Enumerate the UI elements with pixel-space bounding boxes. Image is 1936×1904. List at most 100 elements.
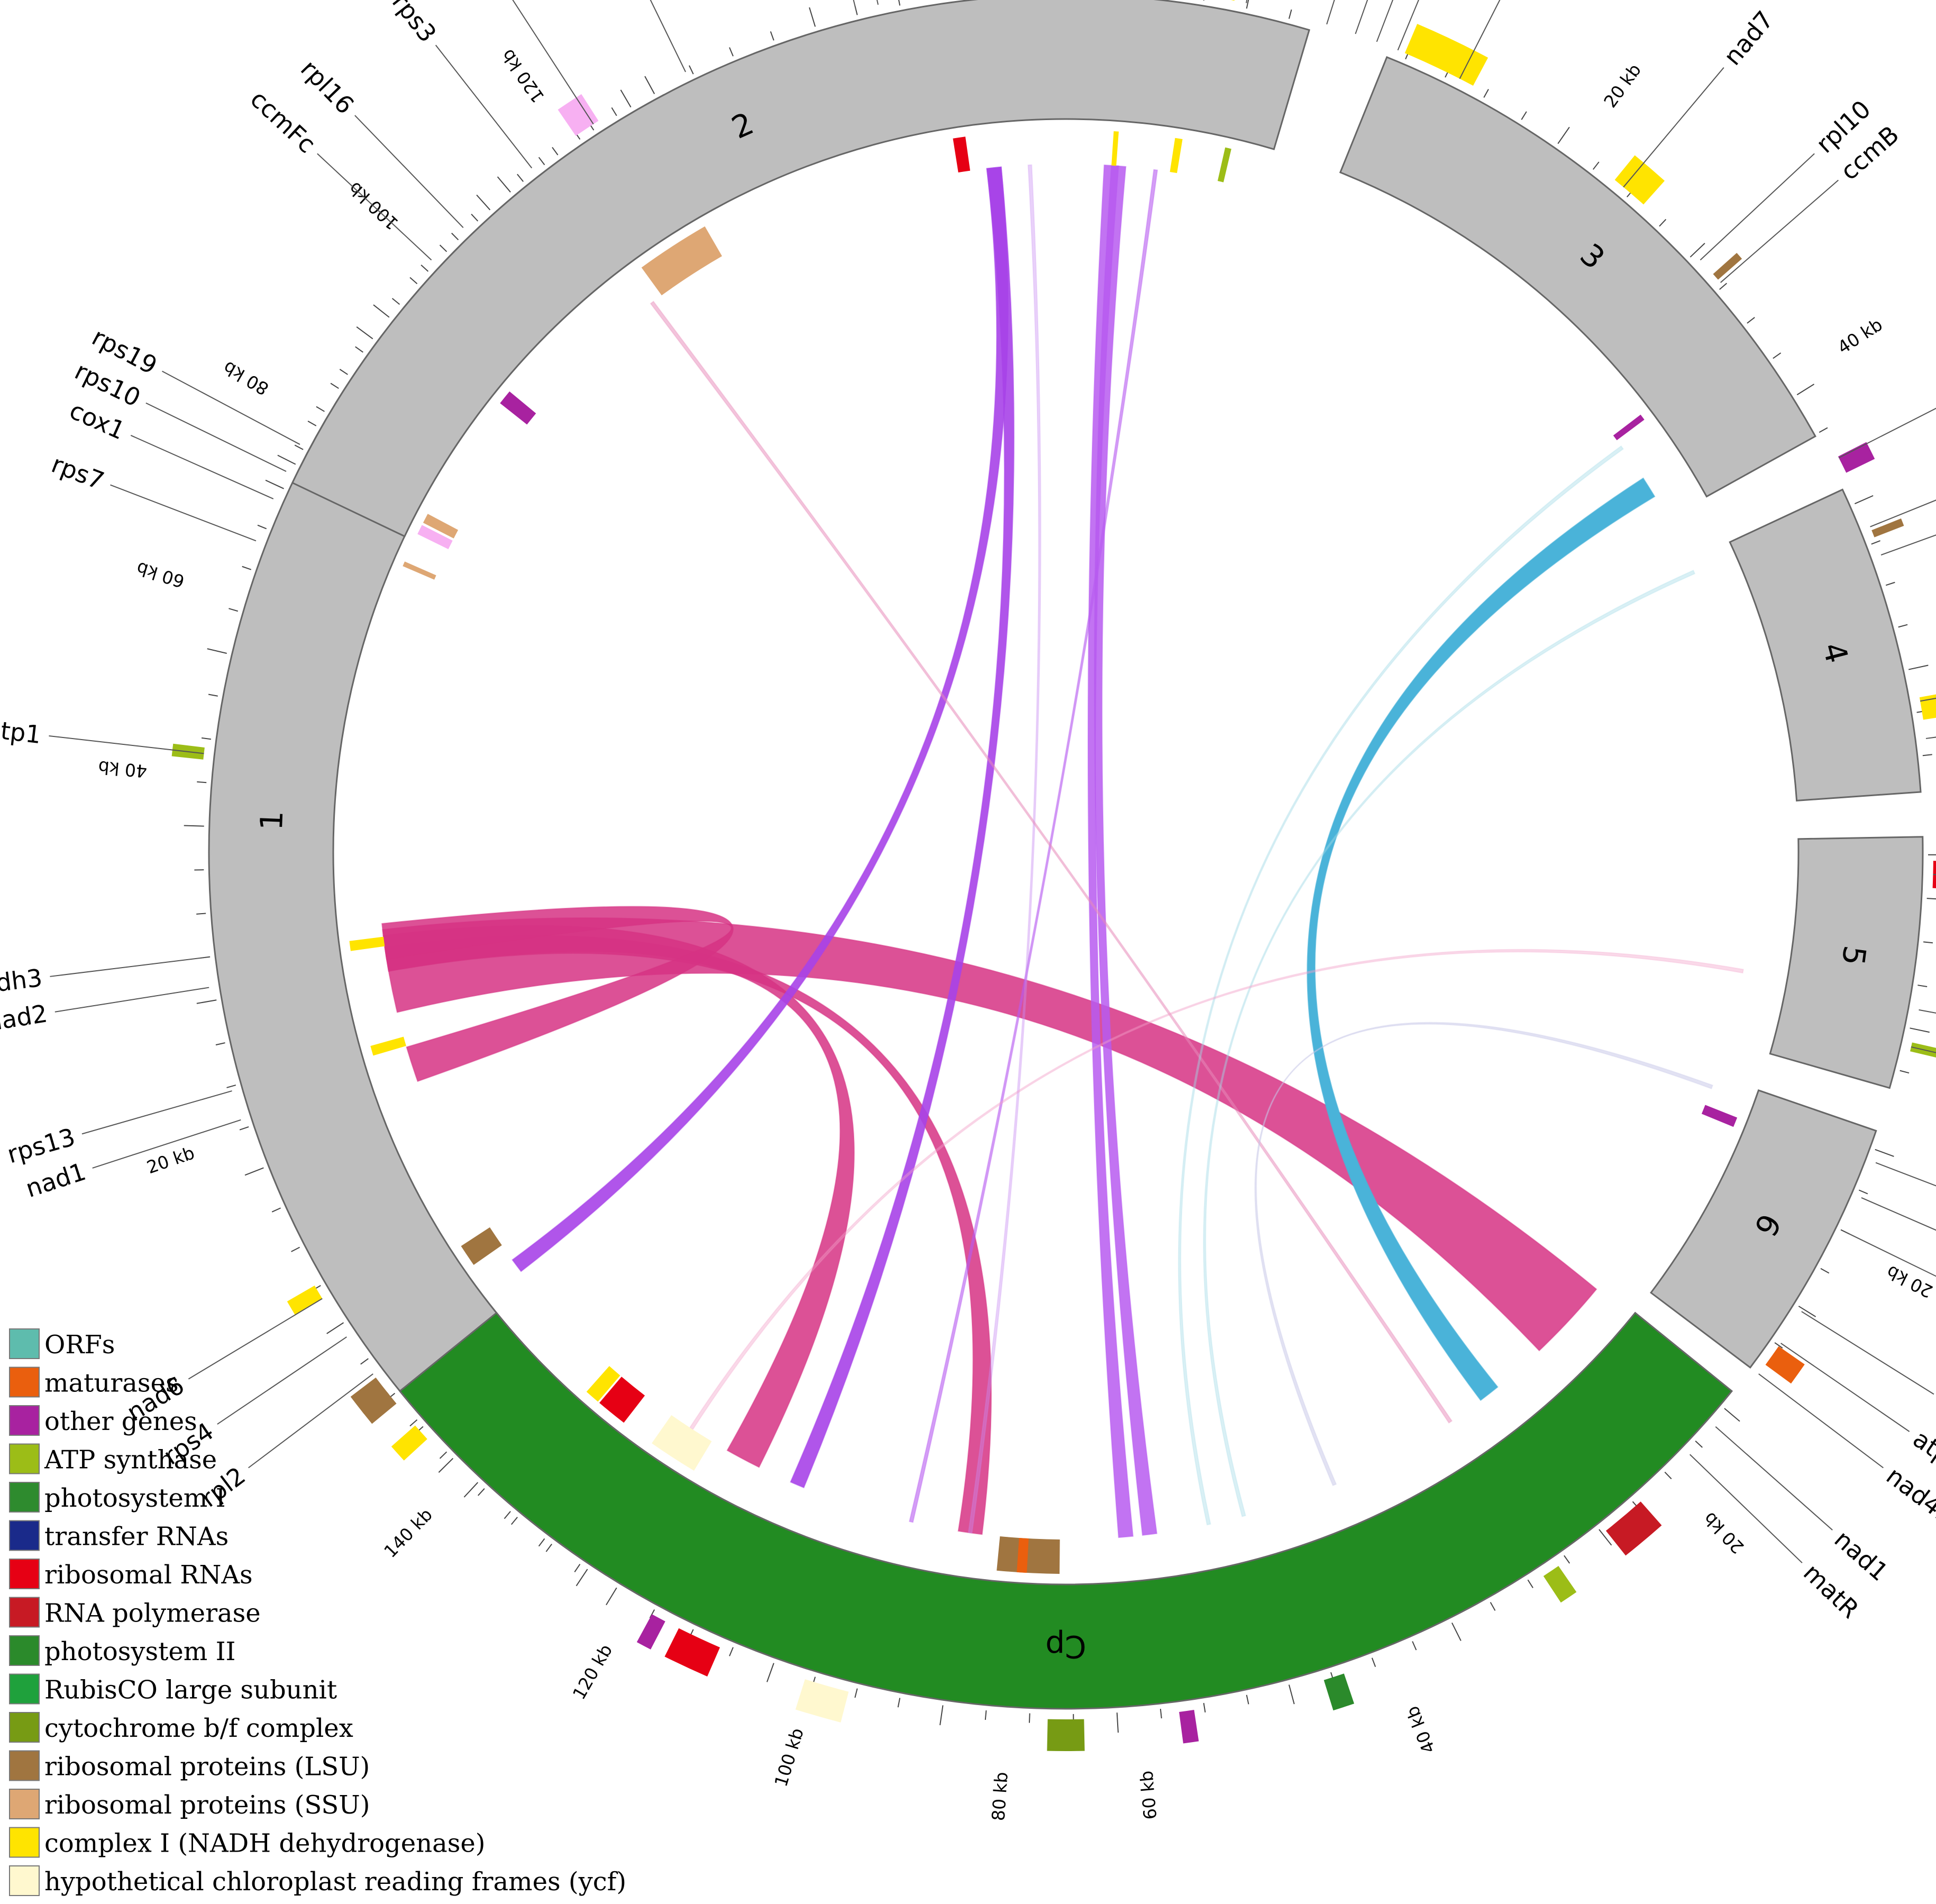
legend-swatch xyxy=(9,1443,40,1474)
axis-tick xyxy=(689,65,694,75)
legend-swatch xyxy=(9,1597,40,1628)
gene-label: nad4L xyxy=(1881,1461,1936,1529)
gene-block xyxy=(997,1536,1060,1574)
gene-label: sdh3 xyxy=(0,963,44,999)
legend-swatch xyxy=(9,1328,40,1359)
gene-leader-line xyxy=(1875,1162,1936,1187)
axis-tick xyxy=(1747,317,1755,324)
axis-tick xyxy=(1599,1529,1612,1546)
segment-5 xyxy=(1769,836,1924,1089)
axis-tick xyxy=(360,1358,369,1365)
axis-tick xyxy=(476,194,491,211)
scale-label: 120 kb xyxy=(497,45,549,106)
gene-leader-line xyxy=(1758,1373,1884,1469)
gene-leader-line xyxy=(354,115,464,228)
gene-leader-line xyxy=(435,44,533,169)
axis-tick xyxy=(1659,218,1667,227)
gene-leader-line xyxy=(1845,1232,1936,1277)
axis-tick xyxy=(854,1688,858,1698)
axis-tick xyxy=(574,1563,581,1572)
gene-leader-line xyxy=(650,0,686,72)
gene-block xyxy=(1017,1537,1029,1573)
gene-block xyxy=(1871,518,1904,538)
gene-leader-line xyxy=(110,484,257,542)
legend: ORFs maturases other genes ATP synthase phot… xyxy=(9,1328,626,1897)
axis-tick xyxy=(391,298,400,305)
gene-leader-line xyxy=(1715,1426,1833,1531)
legend-label: complex I (NADH dehydrogenase) xyxy=(44,1829,485,1859)
axis-tick xyxy=(1288,1684,1295,1705)
axis-tick xyxy=(770,31,774,41)
ticks-layer xyxy=(184,0,1936,1733)
gene-label: rps3 xyxy=(387,0,442,48)
scale-label: 20 kb xyxy=(1699,1508,1748,1558)
gene-block xyxy=(664,1628,720,1677)
axis-tick xyxy=(517,174,524,182)
link-ribbon xyxy=(1203,569,1696,1517)
scale-label: 120 kb xyxy=(569,1641,617,1703)
gene-leader-line xyxy=(1838,407,1936,459)
axis-tick xyxy=(606,1587,617,1606)
gene-leader-line xyxy=(317,153,432,261)
axis-tick xyxy=(439,1451,448,1459)
axis-tick xyxy=(552,147,559,156)
gene-block xyxy=(1543,1565,1577,1603)
axis-tick xyxy=(451,232,459,241)
axis-tick xyxy=(1451,1623,1462,1641)
scale-label: 60 kb xyxy=(1136,1770,1161,1820)
axis-tick xyxy=(265,479,284,489)
axis-tick xyxy=(1724,1408,1740,1422)
axis-tick xyxy=(1898,624,1908,628)
scale-label: 100 kb xyxy=(770,1726,807,1789)
link-ribbon xyxy=(382,925,855,1468)
gene-block xyxy=(641,226,722,296)
gene-block xyxy=(1170,138,1183,174)
axis-tick xyxy=(307,421,317,426)
axis-tick xyxy=(239,1126,249,1131)
axis-tick xyxy=(729,47,734,57)
axis-tick xyxy=(1774,1342,1783,1349)
legend-label: cytochrome b/f complex xyxy=(44,1714,353,1743)
axis-tick xyxy=(421,265,429,272)
gene-block xyxy=(1231,0,1235,1)
axis-tick xyxy=(1923,941,1933,944)
axis-tick xyxy=(1690,242,1705,258)
axis-tick xyxy=(257,524,267,530)
axis-tick xyxy=(1908,664,1929,670)
legend-swatch xyxy=(9,1559,40,1589)
gene-leader-line xyxy=(1245,0,1248,4)
gene-block xyxy=(1111,131,1119,166)
axis-tick xyxy=(898,0,901,6)
axis-tick xyxy=(271,1207,281,1213)
axis-tick xyxy=(356,326,373,340)
axis-tick xyxy=(1592,161,1600,170)
axis-tick xyxy=(439,244,448,252)
gene-block xyxy=(1047,1719,1085,1752)
gene-block xyxy=(1713,253,1742,280)
axis-tick xyxy=(729,1647,734,1656)
gene-label: nad1 xyxy=(1829,1525,1894,1587)
axis-tick xyxy=(504,1511,511,1519)
axis-tick xyxy=(294,444,304,450)
axis-tick xyxy=(277,454,296,465)
legend-label: transfer RNAs xyxy=(44,1522,229,1552)
gene-block xyxy=(287,1286,323,1315)
genes-layer xyxy=(171,0,1936,1752)
legend-label: other genes xyxy=(44,1407,197,1436)
segment-4 xyxy=(1729,488,1922,801)
gene-leader-line xyxy=(1801,1311,1934,1395)
axis-tick xyxy=(242,566,252,570)
gene-leader-line xyxy=(1919,1009,1936,1014)
gene-leader-line xyxy=(1690,1454,1803,1563)
axis-tick xyxy=(1820,1268,1830,1274)
link-ribbon xyxy=(1254,1022,1714,1487)
axis-tick xyxy=(339,369,348,375)
axis-tick xyxy=(409,1419,418,1427)
gene-leader-line xyxy=(248,1373,373,1469)
axis-tick xyxy=(1854,495,1874,505)
axis-tick xyxy=(291,1246,300,1252)
gene-leader-line xyxy=(162,370,300,445)
gene-block xyxy=(953,136,971,173)
link-ribbon xyxy=(650,300,1453,1424)
gene-leader-line xyxy=(1880,534,1936,556)
